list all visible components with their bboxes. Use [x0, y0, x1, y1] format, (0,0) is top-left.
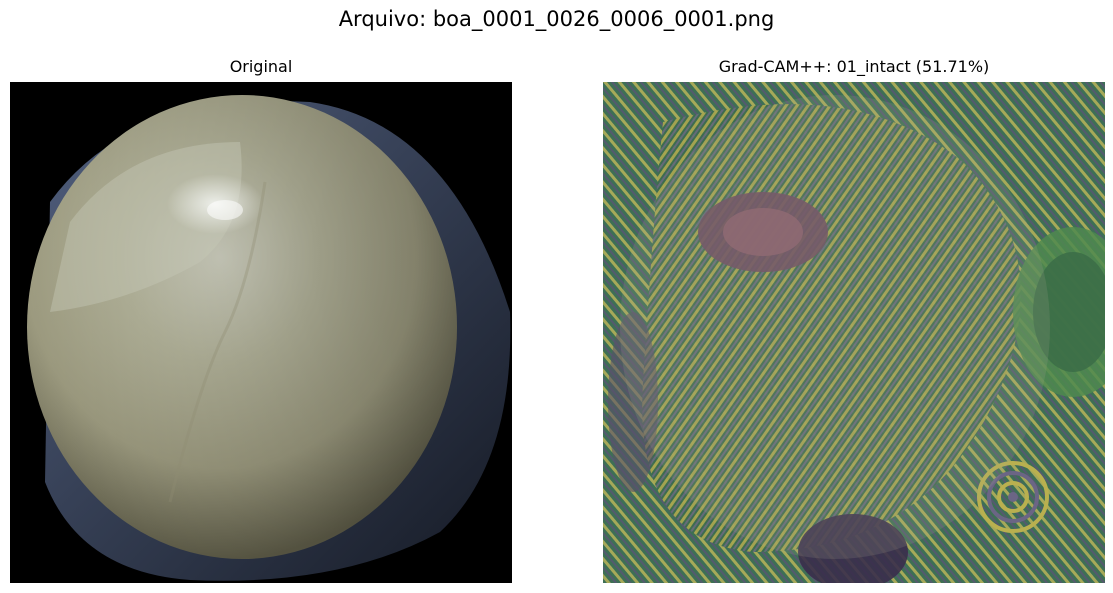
original-panel-title: Original: [229, 57, 293, 76]
grain-photo: [10, 82, 512, 583]
gradcam-heatmap-panel: [603, 82, 1105, 583]
gradcam-panel-title: Grad-CAM++: 01_intact (51.71%): [718, 57, 990, 76]
original-image-panel: [10, 82, 512, 583]
figure-title: Arquivo: boa_0001_0026_0006_0001.png: [338, 7, 775, 31]
gradcam-heatmap: [603, 82, 1105, 583]
